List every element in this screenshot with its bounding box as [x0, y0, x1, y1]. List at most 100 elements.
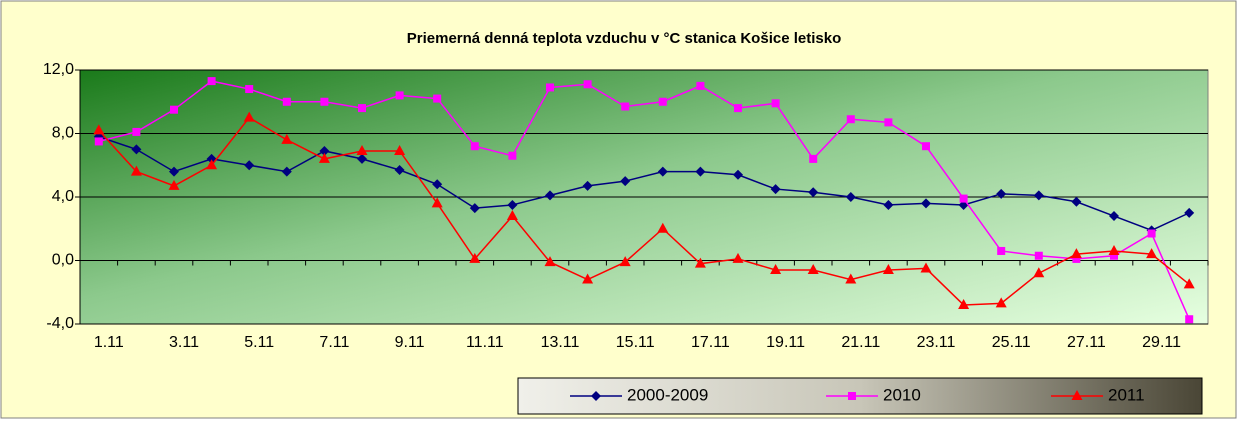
- point: [657, 222, 669, 233]
- x-tick-label: 5.11: [244, 334, 274, 351]
- point: [169, 166, 179, 177]
- point: [1071, 196, 1082, 207]
- point: [433, 94, 442, 103]
- point: [431, 197, 443, 208]
- point: [658, 97, 667, 106]
- point: [1110, 251, 1118, 260]
- point: [394, 165, 405, 176]
- point: [282, 97, 291, 106]
- point: [732, 252, 744, 263]
- point: [808, 187, 819, 198]
- point: [582, 180, 593, 191]
- point: [508, 151, 517, 160]
- point: [591, 391, 601, 401]
- x-tick-label: 3.11: [169, 334, 199, 351]
- point: [432, 179, 443, 190]
- point: [845, 192, 856, 202]
- point: [922, 142, 930, 151]
- x-tick-label: 17.11: [691, 334, 730, 351]
- point: [770, 264, 782, 275]
- point: [734, 104, 742, 113]
- series-line: [98, 135, 1190, 232]
- point: [582, 273, 594, 284]
- point: [170, 105, 178, 114]
- point: [921, 198, 931, 209]
- point: [996, 188, 1007, 199]
- point: [884, 118, 893, 127]
- point: [131, 144, 142, 155]
- point: [1183, 278, 1195, 289]
- point: [997, 246, 1006, 255]
- point: [1072, 254, 1081, 263]
- point: [882, 264, 894, 275]
- chart-title: Priemerná denná teplota vzduchu v °C sta…: [407, 30, 841, 47]
- point: [281, 133, 293, 144]
- point: [206, 159, 218, 170]
- point: [394, 144, 406, 155]
- point: [1108, 244, 1120, 255]
- y-tick-label: -4,0: [46, 315, 74, 332]
- point: [846, 115, 855, 124]
- point: [318, 152, 330, 163]
- point: [281, 166, 292, 177]
- point: [130, 165, 142, 176]
- y-tick-label: 0,0: [52, 252, 74, 269]
- point: [883, 199, 894, 210]
- point: [845, 273, 857, 284]
- point: [657, 166, 668, 177]
- x-tick-label: 15.11: [616, 334, 655, 351]
- point: [1146, 248, 1158, 259]
- point: [696, 81, 705, 90]
- point: [506, 210, 518, 221]
- point: [320, 97, 329, 106]
- x-tick-label: 1.11: [94, 334, 124, 351]
- point: [245, 85, 254, 94]
- x-tick-label: 25.11: [992, 334, 1031, 351]
- point: [244, 160, 255, 171]
- x-tick-label: 29.11: [1142, 334, 1181, 351]
- point: [469, 252, 481, 263]
- point: [207, 77, 216, 86]
- point: [168, 179, 180, 190]
- point: [507, 199, 518, 210]
- point: [132, 127, 141, 136]
- point: [243, 111, 255, 122]
- point: [848, 392, 856, 400]
- y-tick-label: 8,0: [52, 125, 74, 142]
- point: [356, 144, 368, 155]
- point: [694, 257, 706, 268]
- point: [469, 203, 480, 214]
- point: [995, 297, 1007, 308]
- x-tick-label: 11.11: [466, 334, 504, 351]
- point: [695, 166, 706, 177]
- series-line: [98, 116, 1190, 306]
- point: [1184, 207, 1195, 218]
- point: [620, 176, 631, 187]
- point: [920, 262, 932, 273]
- point: [1071, 390, 1083, 400]
- point: [809, 154, 818, 163]
- point: [958, 298, 970, 309]
- point: [959, 194, 968, 203]
- point: [395, 91, 404, 100]
- x-tick-label: 27.11: [1067, 334, 1106, 351]
- point: [93, 124, 105, 135]
- legend-label: 2011: [1108, 385, 1145, 404]
- point: [621, 102, 630, 111]
- point: [546, 83, 554, 92]
- point: [807, 264, 819, 275]
- x-tick-label: 13.11: [541, 334, 580, 351]
- x-tick-label: 21.11: [841, 334, 880, 351]
- point: [771, 99, 780, 108]
- point: [733, 169, 743, 180]
- point: [1033, 190, 1044, 201]
- point: [1185, 315, 1194, 324]
- y-tick-label: 4,0: [52, 188, 74, 205]
- x-tick-label: 9.11: [395, 334, 425, 351]
- point: [1147, 229, 1156, 238]
- point: [619, 256, 631, 267]
- point: [357, 153, 367, 164]
- series-line: [98, 80, 1190, 320]
